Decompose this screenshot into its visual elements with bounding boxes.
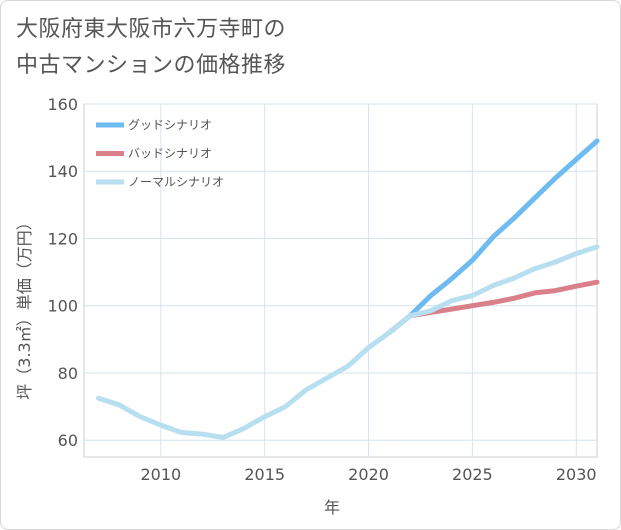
x-axis-ticks: 2010 2015 2020 2025 2030 xyxy=(140,465,596,484)
series-line-normal xyxy=(96,244,600,440)
x-axis-label: 年 xyxy=(324,498,340,517)
x-tick-label: 2030 xyxy=(556,465,597,484)
legend-label-good: グッドシナリオ xyxy=(128,118,212,132)
legend-label-normal: ノーマルシナリオ xyxy=(128,175,224,189)
x-tick-label: 2025 xyxy=(452,465,493,484)
y-axis-ticks: 60 80 100 120 140 160 xyxy=(47,95,78,450)
y-tick-label: 60 xyxy=(58,431,78,450)
legend-label-bad: バッドシナリオ xyxy=(128,147,212,161)
chart-title: 大阪府東大阪市六万寺町の 中古マンションの価格推移 xyxy=(16,12,286,84)
x-tick-label: 2020 xyxy=(348,465,389,484)
x-tick-label: 2015 xyxy=(244,465,285,484)
y-tick-label: 80 xyxy=(58,364,78,383)
y-tick-label: 140 xyxy=(47,162,78,181)
y-tick-label: 100 xyxy=(47,297,78,316)
series-line-good xyxy=(386,138,600,336)
chart-title-line1: 大阪府東大阪市六万寺町の xyxy=(16,17,287,42)
y-tick-label: 120 xyxy=(47,229,78,248)
y-tick-label: 160 xyxy=(47,95,78,114)
x-tick-label: 2010 xyxy=(140,465,181,484)
series-lines xyxy=(96,138,600,440)
grid-lines xyxy=(84,103,597,457)
y-axis-label: 坪（3.3㎡）単価（万円） xyxy=(15,214,34,399)
chart-title-line2: 中古マンションの価格推移 xyxy=(16,53,287,78)
